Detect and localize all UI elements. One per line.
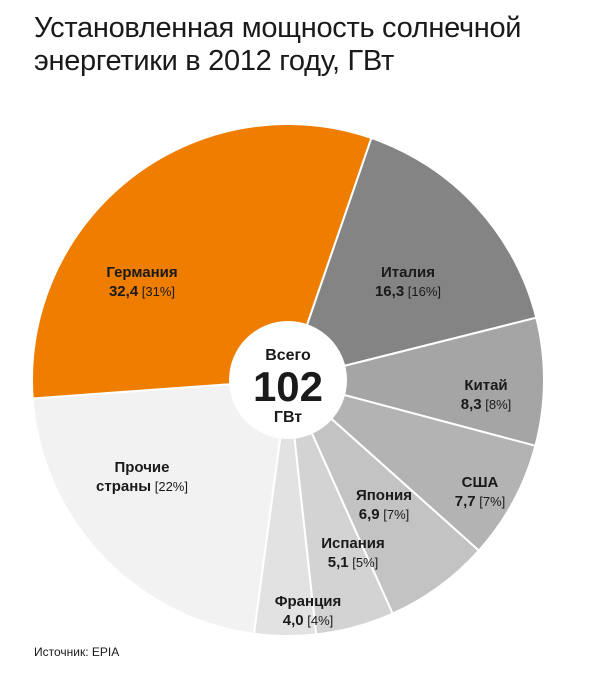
slice-value: 8,3 [8%]: [461, 396, 511, 413]
slice-pct: [31%]: [138, 284, 175, 299]
chart-title-line1: Установленная мощность солнечной: [34, 12, 522, 44]
slice-label-1: Италия 16,3 [16%]: [375, 264, 441, 300]
slice-name: Франция: [275, 593, 342, 610]
slice-pct: [22%]: [151, 479, 188, 494]
center-circle: [229, 321, 347, 439]
pie-labels: Италия 16,3 [16%] Китай 8,3 [8%] США 7,7 [7%]…: [96, 264, 511, 629]
pie-slices: [31, 123, 545, 637]
center-total-value: 102: [253, 363, 323, 410]
slice-pct: [16%]: [404, 284, 441, 299]
center-badge: Всего 102 ГВт: [229, 321, 347, 439]
slice-label-2: Китай 8,3 [8%]: [461, 377, 511, 413]
slice-name: Япония: [356, 487, 412, 504]
slice-name: Италия: [381, 264, 435, 281]
slice-label-8: Германия 32,4 [31%]: [106, 264, 177, 300]
slice-name: страны [22%]: [96, 478, 188, 495]
slice-value: 16,3 [16%]: [375, 283, 441, 300]
chart-title: Установленная мощность солнечной энергет…: [34, 12, 574, 78]
slice-pct: [7%]: [380, 507, 410, 522]
slice-name: Испания: [321, 535, 385, 552]
center-total-unit: ГВт: [274, 409, 302, 426]
slice-pct: [7%]: [476, 494, 506, 509]
slice-label-3: США 7,7 [7%]: [455, 474, 505, 510]
slice-value: 7,7 [7%]: [455, 493, 505, 510]
slice-pct: [4%]: [304, 613, 334, 628]
slice-value: 4,0 [4%]: [283, 612, 333, 629]
slice-label-4: Япония 6,9 [7%]: [356, 487, 412, 523]
slice-name: Прочие: [114, 459, 169, 476]
slice-label-5: Испания 5,1 [5%]: [321, 535, 385, 571]
pie-slice-7: [31, 378, 290, 635]
slice-label-6: Франция 4,0 [4%]: [275, 593, 342, 629]
center-total-label: Всего: [265, 347, 311, 364]
slice-name: Германия: [106, 264, 177, 281]
source-note: Источник: EPIA: [34, 645, 120, 659]
chart-title-line2: энергетики в 2012 году, ГВт: [34, 45, 394, 77]
slice-value: 5,1 [5%]: [328, 554, 378, 571]
slice-value: 32,4 [31%]: [109, 283, 175, 300]
slice-pct: [5%]: [349, 555, 379, 570]
pie-slice-3: [287, 379, 537, 552]
slice-name: США: [462, 474, 499, 491]
slice-value: 6,9 [7%]: [359, 506, 409, 523]
pie-slice-2: [284, 316, 545, 448]
slice-name: Китай: [464, 377, 507, 394]
pie-slice-1: [286, 136, 538, 382]
slice-pct: [8%]: [482, 397, 512, 412]
slice-label-7: Прочие страны [22%]: [96, 459, 188, 495]
pie-slice-4: [287, 379, 481, 615]
